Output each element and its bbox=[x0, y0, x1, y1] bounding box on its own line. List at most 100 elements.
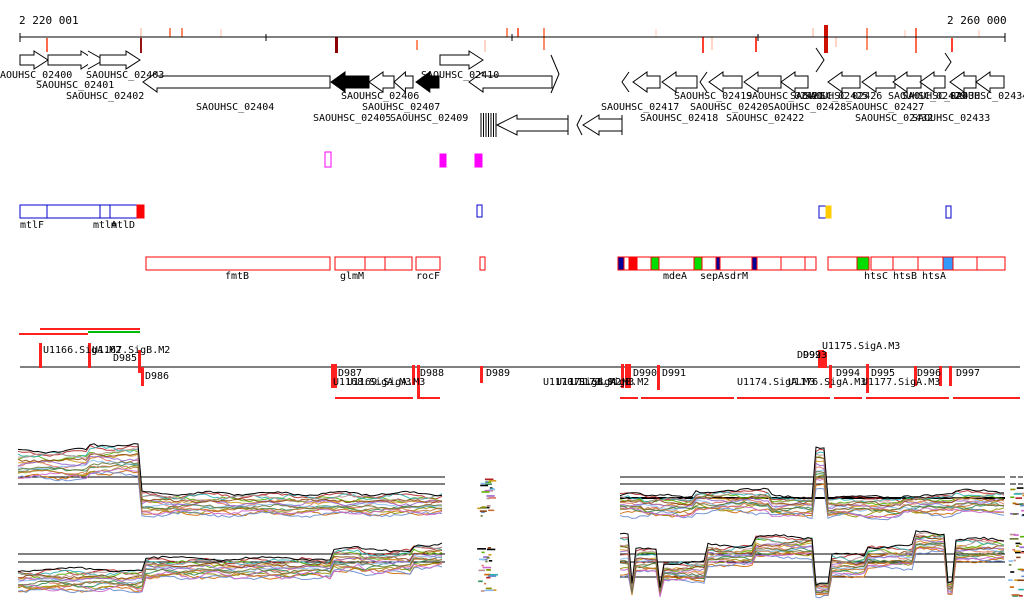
tu-label: D994 bbox=[836, 368, 861, 379]
promoter-tick[interactable] bbox=[417, 365, 420, 397]
gene-arrow[interactable] bbox=[975, 71, 1005, 93]
gene-arrow[interactable] bbox=[919, 71, 946, 93]
promoter-tick[interactable] bbox=[625, 364, 628, 388]
promoter-tick[interactable] bbox=[939, 366, 942, 386]
promoter-tick[interactable] bbox=[331, 364, 334, 388]
promoter-tick[interactable] bbox=[657, 365, 660, 390]
profile-trace bbox=[17, 469, 443, 517]
gene-label: SAOUHSC_02405 bbox=[313, 113, 392, 124]
operon-box[interactable] bbox=[19, 204, 138, 219]
feature-segment[interactable] bbox=[617, 256, 625, 271]
gene-arrow[interactable] bbox=[393, 70, 414, 94]
motif-box[interactable] bbox=[324, 151, 332, 168]
operon-box[interactable] bbox=[818, 205, 827, 219]
feature-segment[interactable] bbox=[658, 256, 695, 271]
promoter-tick[interactable] bbox=[949, 366, 952, 386]
promoter-tick[interactable] bbox=[628, 364, 631, 388]
gene-arrow[interactable] bbox=[582, 114, 623, 136]
gene-arrowhead[interactable] bbox=[699, 71, 708, 93]
gene-arrowhead[interactable] bbox=[621, 71, 630, 93]
gene-label: SAOUHSC_02403 bbox=[86, 70, 165, 81]
feature-box[interactable] bbox=[479, 256, 486, 271]
promoter-tick[interactable] bbox=[39, 343, 42, 368]
promoter-tick[interactable] bbox=[821, 350, 824, 368]
motif-box[interactable] bbox=[474, 153, 483, 168]
feature-segment[interactable] bbox=[827, 256, 858, 271]
promoter-tick[interactable] bbox=[334, 364, 337, 388]
feature-segment[interactable] bbox=[719, 256, 753, 271]
coverage-mark bbox=[335, 37, 338, 53]
feature-segment[interactable] bbox=[715, 256, 721, 271]
promoter-tick[interactable] bbox=[824, 352, 827, 368]
feature-box[interactable] bbox=[145, 256, 331, 271]
feature-segment[interactable] bbox=[756, 256, 782, 271]
gene-arrow[interactable] bbox=[708, 71, 743, 93]
gene-arrow[interactable] bbox=[632, 71, 661, 93]
tu-underline bbox=[417, 397, 440, 399]
gene-arrow[interactable] bbox=[892, 71, 922, 93]
promoter-tick[interactable] bbox=[141, 367, 144, 386]
motif-box[interactable] bbox=[439, 153, 447, 168]
promoter-tick[interactable] bbox=[412, 365, 415, 385]
profile-trace bbox=[619, 446, 1005, 500]
feature-label: rocF bbox=[416, 271, 441, 282]
promoter-tick[interactable] bbox=[829, 365, 832, 388]
feature-segment[interactable] bbox=[856, 256, 870, 271]
feature-segment[interactable] bbox=[952, 256, 978, 271]
feature-segment[interactable] bbox=[780, 256, 806, 271]
feature-segment[interactable] bbox=[636, 256, 652, 271]
promoter-tick[interactable] bbox=[818, 350, 821, 368]
promoter-tick[interactable] bbox=[138, 350, 141, 373]
gene-arrow[interactable] bbox=[780, 71, 809, 93]
promoter-tick[interactable] bbox=[866, 364, 869, 393]
operon-box[interactable] bbox=[945, 205, 952, 219]
tu-label: U1166.SigA.M2 bbox=[43, 345, 122, 356]
gene-arrow[interactable] bbox=[861, 71, 896, 93]
feature-segment[interactable] bbox=[650, 256, 660, 271]
gene-arrow[interactable] bbox=[142, 71, 331, 93]
coverage-mark bbox=[181, 28, 183, 37]
promoter-tick[interactable] bbox=[480, 366, 483, 383]
feature-box[interactable] bbox=[415, 256, 441, 271]
gene-arrow[interactable] bbox=[99, 50, 141, 70]
gene-arrow[interactable] bbox=[949, 71, 977, 93]
gene-arrow[interactable] bbox=[368, 71, 395, 93]
gene-arrow[interactable] bbox=[47, 50, 96, 70]
gene-arrowhead[interactable] bbox=[550, 54, 560, 94]
coverage-mark bbox=[866, 28, 868, 50]
feature-label: fmtB bbox=[225, 271, 250, 282]
gene-arrow[interactable] bbox=[743, 71, 782, 93]
gene-arrow[interactable] bbox=[468, 71, 553, 93]
feature-segment[interactable] bbox=[917, 256, 944, 271]
gene-arrowhead[interactable] bbox=[576, 114, 583, 136]
feature-segment[interactable] bbox=[942, 256, 954, 271]
gene-arrow[interactable] bbox=[439, 50, 484, 70]
feature-segment[interactable] bbox=[693, 256, 703, 271]
feature-segment[interactable] bbox=[628, 256, 638, 271]
promoter-tick[interactable] bbox=[914, 366, 917, 386]
operon-label: mtlF bbox=[20, 220, 45, 231]
gene-arrow[interactable] bbox=[415, 71, 440, 93]
feature-segment[interactable] bbox=[751, 256, 758, 271]
feature-segment[interactable] bbox=[804, 256, 817, 271]
feature-segment[interactable] bbox=[976, 256, 1006, 271]
promoter-tick[interactable] bbox=[88, 343, 91, 368]
gene-arrow[interactable] bbox=[827, 71, 861, 93]
feature-segment[interactable] bbox=[701, 256, 717, 271]
operon-box[interactable] bbox=[825, 205, 832, 219]
promoter-tick[interactable] bbox=[621, 364, 624, 388]
feature-box[interactable] bbox=[334, 256, 413, 271]
gene-arrow[interactable] bbox=[330, 71, 370, 93]
operon-box[interactable] bbox=[476, 204, 483, 218]
gene-arrowhead[interactable] bbox=[815, 47, 825, 73]
gene-arrow[interactable] bbox=[661, 71, 698, 93]
feature-segment[interactable] bbox=[623, 256, 630, 271]
tu-label: U1170.SigB.M2 bbox=[543, 377, 622, 388]
gene-arrowhead[interactable] bbox=[944, 52, 952, 72]
feature-segment[interactable] bbox=[892, 256, 919, 271]
gene-arrow[interactable] bbox=[19, 50, 49, 70]
gene-arrow[interactable] bbox=[495, 114, 569, 136]
feature-segment[interactable] bbox=[870, 256, 894, 271]
tu-label: D986 bbox=[145, 371, 170, 382]
gene-label: SAOUHSC_02434 bbox=[950, 91, 1024, 102]
